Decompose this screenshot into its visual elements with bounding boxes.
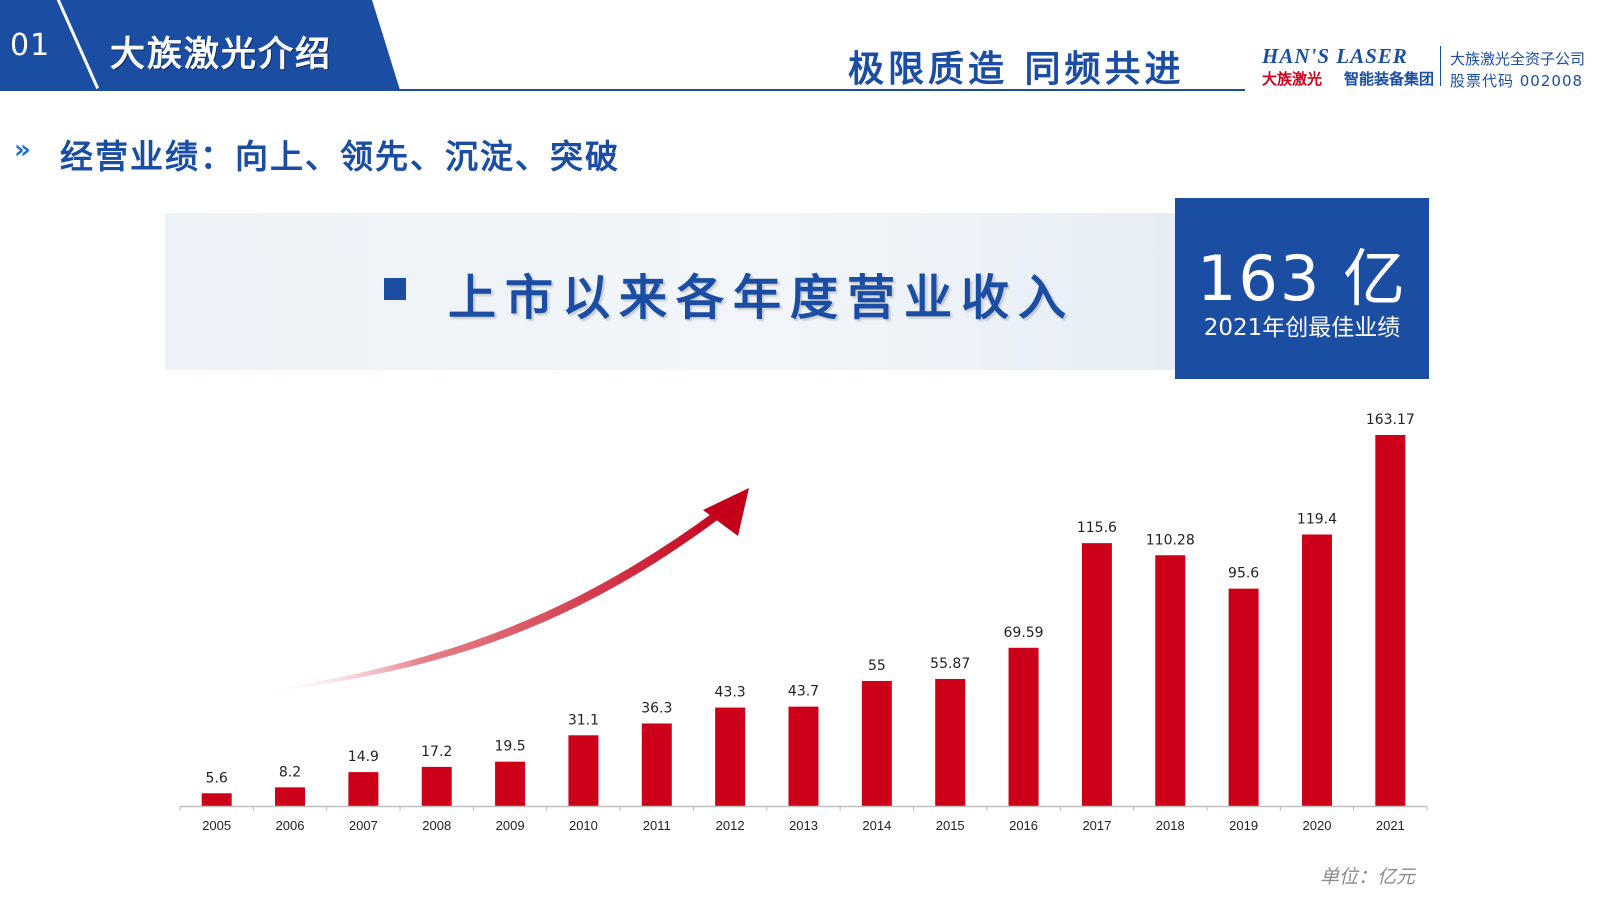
square-bullet-icon — [384, 278, 406, 300]
x-tick-label-2018: 2018 — [1156, 818, 1185, 833]
value-label-2018: 110.28 — [1146, 532, 1195, 548]
logo-divider — [1440, 46, 1441, 86]
value-label-2006: 8.2 — [279, 764, 301, 780]
x-tick-label-2016: 2016 — [1009, 818, 1038, 833]
section-title: 大族激光介绍 — [110, 35, 333, 75]
slogan: 极限质造 同频共进 — [848, 49, 1185, 90]
page-subtitle: 经营业绩：向上、领先、沉淀、突破 — [60, 137, 620, 176]
bar-2016 — [1008, 647, 1039, 806]
x-tick-label-2007: 2007 — [349, 818, 378, 833]
value-label-2017: 115.6 — [1077, 520, 1117, 536]
bar-2019 — [1228, 588, 1259, 806]
highlight-value: 163 亿 — [1196, 242, 1408, 315]
bar-2009 — [495, 761, 526, 806]
x-tick-label-2010: 2010 — [569, 818, 598, 833]
value-label-2012: 43.3 — [715, 685, 746, 701]
bar-2012 — [715, 707, 746, 806]
bar-2010 — [568, 735, 599, 806]
bar-2018 — [1155, 555, 1186, 806]
value-label-2009: 19.5 — [495, 739, 526, 755]
value-label-2015: 55.87 — [930, 656, 970, 672]
value-label-2016: 69.59 — [1004, 625, 1044, 641]
company-logo-en: HAN'S LASER — [1262, 44, 1408, 68]
company-logo-cn-red: 大族激光 — [1262, 70, 1323, 88]
value-label-2008: 17.2 — [421, 744, 452, 760]
x-tick-label-2013: 2013 — [789, 818, 818, 833]
bar-2021 — [1375, 435, 1406, 806]
x-tick-label-2009: 2009 — [496, 818, 525, 833]
value-label-2020: 119.4 — [1297, 512, 1337, 528]
value-label-2011: 36.3 — [641, 700, 672, 716]
x-tick-label-2014: 2014 — [862, 818, 891, 833]
x-tick-label-2005: 2005 — [202, 818, 231, 833]
company-subsidiary-text: 大族激光全资子公司 — [1450, 50, 1586, 68]
growth-arrow-icon — [258, 488, 749, 694]
value-label-2005: 5.6 — [206, 770, 228, 786]
bar-2011 — [641, 723, 672, 806]
x-tick-label-2006: 2006 — [276, 818, 305, 833]
x-tick-label-2020: 2020 — [1303, 818, 1332, 833]
x-tick-label-2021: 2021 — [1376, 818, 1405, 833]
bar-2006 — [275, 787, 306, 806]
x-tick-label-2008: 2008 — [422, 818, 451, 833]
value-label-2007: 14.9 — [348, 749, 379, 765]
x-tick-label-2012: 2012 — [716, 818, 745, 833]
unit-label: 单位：亿元 — [1320, 866, 1416, 888]
double-chevron-icon: » — [14, 135, 31, 165]
x-tick-label-2015: 2015 — [936, 818, 965, 833]
bar-2017 — [1081, 543, 1112, 806]
x-tick-label-2017: 2017 — [1082, 818, 1111, 833]
bar-2005 — [201, 793, 232, 806]
bar-2008 — [421, 766, 452, 806]
bar-2013 — [788, 706, 819, 806]
bar-2020 — [1301, 534, 1332, 806]
bar-2014 — [861, 680, 892, 806]
stock-code-text: 股票代码 002008 — [1450, 72, 1584, 90]
value-label-2010: 31.1 — [568, 712, 599, 728]
banner-panel — [165, 213, 1175, 370]
header-rule — [0, 89, 1245, 91]
x-tick-label-2011: 2011 — [643, 818, 671, 833]
company-logo-cn-blue: 智能装备集团 — [1344, 70, 1435, 88]
highlight-box: 163 亿 2021年创最佳业绩 — [1175, 198, 1429, 379]
value-label-2014: 55 — [868, 658, 886, 674]
section-number: 01 — [10, 28, 51, 63]
value-label-2019: 95.6 — [1228, 566, 1259, 582]
bar-2007 — [348, 772, 379, 806]
value-label-2013: 43.7 — [788, 684, 819, 700]
highlight-caption: 2021年创最佳业绩 — [1203, 315, 1401, 341]
x-tick-label-2019: 2019 — [1229, 818, 1258, 833]
banner-title: 上市以来各年度营业收入 — [448, 270, 1076, 326]
bar-2015 — [935, 678, 966, 806]
value-label-2021: 163.17 — [1366, 412, 1415, 428]
